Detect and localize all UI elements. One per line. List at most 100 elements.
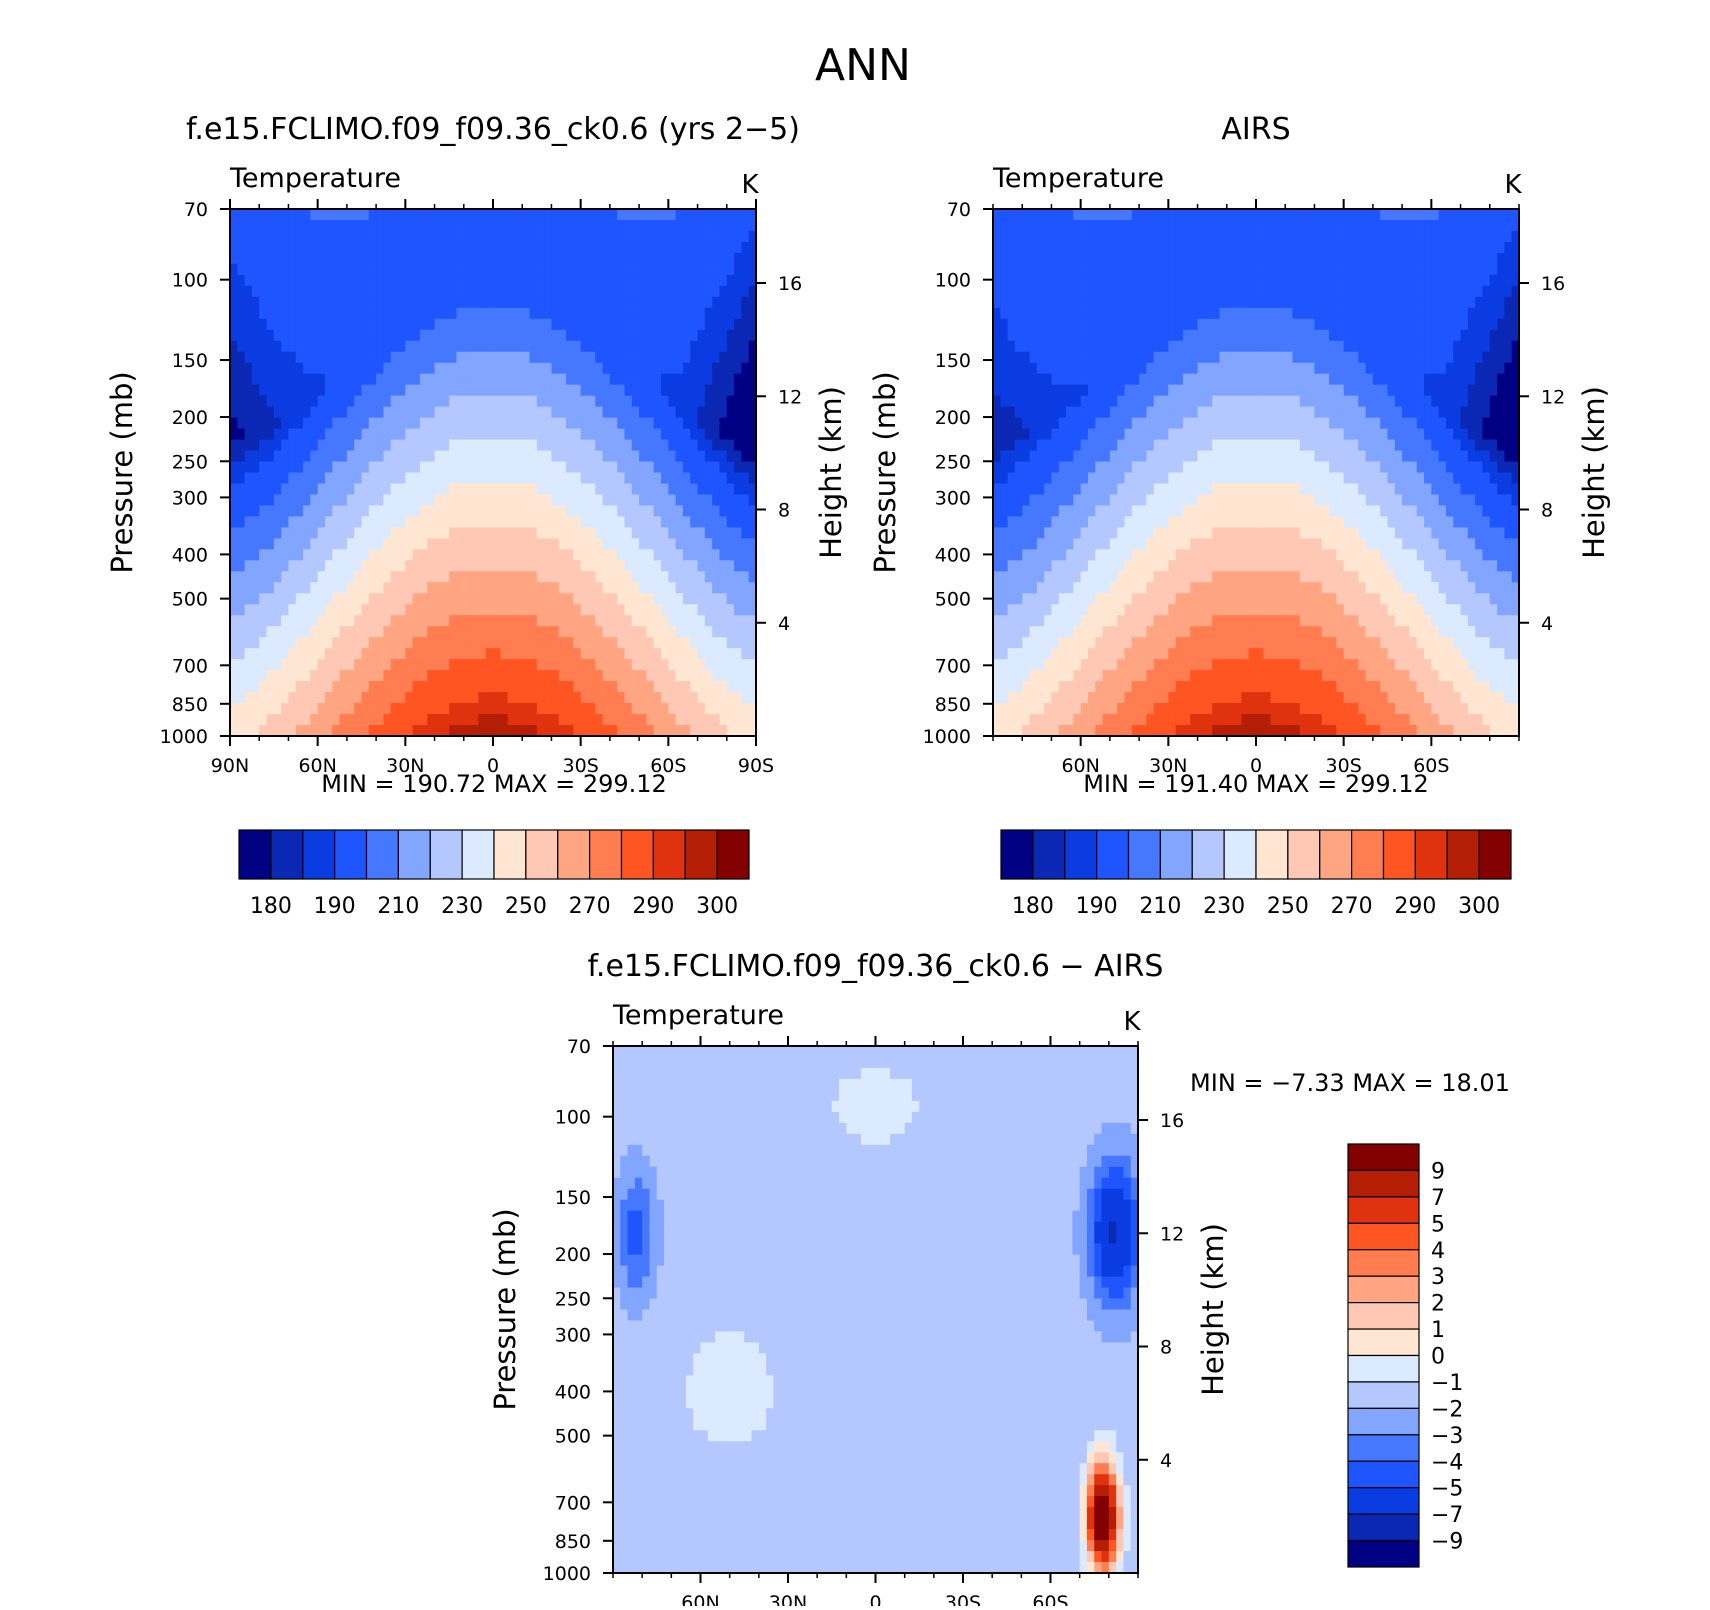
heatmap-cell (1168, 363, 1176, 375)
heatmap-cell (449, 275, 457, 287)
heatmap-cell (551, 516, 559, 528)
heatmap-cell (603, 352, 611, 364)
heatmap-cell (603, 549, 611, 561)
heatmap-cell (1388, 297, 1396, 309)
heatmap-cell (1249, 242, 1257, 254)
heatmap-cell (288, 725, 296, 737)
heatmap-cell (1285, 363, 1293, 375)
heatmap-cell (646, 231, 654, 243)
heatmap-cell (690, 604, 698, 616)
heatmap-cell (1190, 275, 1198, 287)
heatmap-cell (318, 418, 326, 430)
heatmap-cell (632, 264, 640, 276)
heatmap-cell (690, 494, 698, 506)
heatmap-cell (690, 407, 698, 419)
heatmap-cell (435, 714, 443, 726)
heatmap-cell (449, 396, 457, 408)
heatmap-cell (230, 352, 238, 364)
heatmap-cell (500, 264, 508, 276)
heatmap-cell (354, 407, 362, 419)
heatmap-cell (1424, 242, 1432, 254)
heatmap-cell (237, 538, 245, 550)
heatmap-cell (581, 483, 589, 495)
heatmap-cell (1263, 418, 1271, 430)
heatmap-cell (508, 462, 516, 474)
heatmap-cell (727, 714, 735, 726)
heatmap-cell (376, 593, 384, 605)
heatmap-cell (1322, 319, 1330, 331)
heatmap-cell (632, 429, 640, 441)
heatmap-cell (274, 670, 282, 682)
heatmap-cell (617, 209, 625, 221)
heatmap-cell (1154, 242, 1162, 254)
heatmap-cell (683, 527, 691, 539)
heatmap-cell (442, 440, 450, 452)
heatmap-cell (274, 714, 282, 726)
heatmap-cell (413, 670, 421, 682)
heatmap-cell (303, 703, 311, 715)
heatmap-cell (603, 385, 611, 397)
heatmap-cell (391, 527, 399, 539)
heatmap-cell (1424, 407, 1432, 419)
heatmap-cell (1227, 253, 1235, 265)
heatmap-cell (435, 220, 443, 232)
heatmap-cell (471, 505, 479, 517)
heatmap-cell (310, 615, 318, 627)
heatmap-cell (347, 659, 355, 671)
heatmap-cell (1015, 231, 1023, 243)
heatmap-cell (230, 483, 238, 495)
heatmap-cell (383, 505, 391, 517)
heatmap-cell (281, 615, 289, 627)
heatmap-cell (1424, 286, 1432, 298)
heatmap-cell (1234, 396, 1242, 408)
heatmap-cell (405, 714, 413, 726)
heatmap-cell (1278, 286, 1286, 298)
heatmap-cell (340, 319, 348, 331)
heatmap-cell (325, 209, 333, 221)
heatmap-cell (741, 505, 749, 517)
heatmap-cell (668, 527, 676, 539)
heatmap-cell (391, 670, 399, 682)
heatmap-cell (1103, 286, 1111, 298)
heatmap-cell (354, 385, 362, 397)
heatmap-cell (464, 451, 472, 463)
heatmap-cell (464, 626, 472, 638)
heatmap-cell (383, 516, 391, 528)
heatmap-cell (405, 418, 413, 430)
heatmap-cell (734, 483, 742, 495)
heatmap-cell (1329, 374, 1337, 386)
heatmap-cell (413, 626, 421, 638)
heatmap-cell (1198, 319, 1206, 331)
heatmap-cell (595, 220, 603, 232)
heatmap-cell (1081, 286, 1089, 298)
heatmap-cell (741, 253, 749, 265)
heatmap-cell (1490, 363, 1498, 375)
heatmap-cell (661, 407, 669, 419)
heatmap-cell (281, 505, 289, 517)
heatmap-cell (1380, 407, 1388, 419)
heatmap-cell (391, 648, 399, 660)
heatmap-cell (435, 385, 443, 397)
heatmap-cell (230, 319, 238, 331)
heatmap-cell (573, 571, 581, 583)
heatmap-cell (347, 451, 355, 463)
heatmap-cell (1293, 330, 1301, 342)
heatmap-cell (354, 264, 362, 276)
heatmap-cell (646, 659, 654, 671)
heatmap-cell (471, 429, 479, 441)
heatmap-cell (610, 297, 618, 309)
heatmap-cell (617, 407, 625, 419)
heatmap-cell (719, 527, 727, 539)
heatmap-cell (741, 593, 749, 605)
heatmap-cell (383, 549, 391, 561)
heatmap-cell (420, 308, 428, 320)
heatmap-cell (1380, 374, 1388, 386)
heatmap-cell (1234, 363, 1242, 375)
heatmap-cell (303, 462, 311, 474)
heatmap-cell (442, 231, 450, 243)
heatmap-cell (1336, 308, 1344, 320)
heatmap-cell (1044, 286, 1052, 298)
heatmap-cell (551, 308, 559, 320)
heatmap-cell (500, 692, 508, 704)
heatmap-cell (500, 571, 508, 583)
